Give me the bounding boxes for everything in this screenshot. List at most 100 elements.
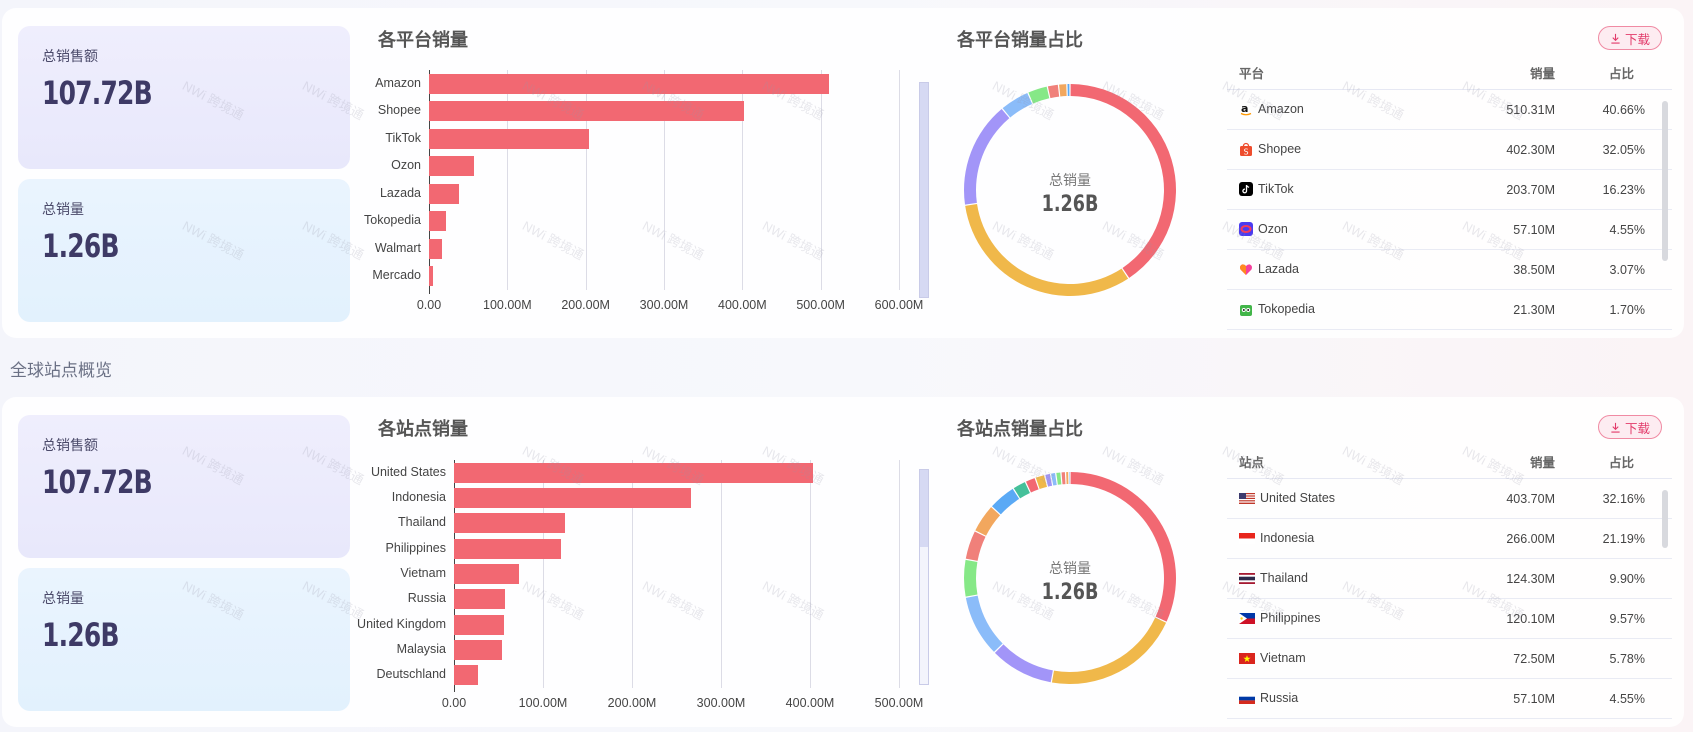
download-button[interactable]: 下载 <box>1598 26 1662 50</box>
platform-chart-zoom-slider[interactable] <box>919 82 929 298</box>
bar[interactable] <box>454 564 519 584</box>
donut-slice[interactable] <box>1045 473 1053 487</box>
donut-slice[interactable] <box>1061 472 1066 485</box>
table-row[interactable]: Thailand 124.30M 9.90% <box>1227 559 1672 599</box>
table-row[interactable]: Indonesia 266.00M 21.19% <box>1227 519 1672 559</box>
donut-slice[interactable] <box>991 488 1020 515</box>
row-name-cell: Philippines <box>1239 611 1320 625</box>
donut-slice[interactable] <box>964 559 978 597</box>
bar-category-label: Walmart <box>374 240 421 255</box>
bar[interactable] <box>454 513 565 534</box>
donut-slice[interactable] <box>1056 472 1062 485</box>
row-name-cell: Tokopedia <box>1239 302 1315 316</box>
y-axis-line <box>429 70 430 294</box>
row-name: United States <box>1260 491 1336 505</box>
donut-slice[interactable] <box>1013 482 1030 499</box>
bar[interactable] <box>454 614 504 635</box>
table-row[interactable]: United States 403.70M 32.16% <box>1227 479 1672 519</box>
col-header-site[interactable]: 站点 <box>1239 456 1265 470</box>
x-tick-label: 600.00M <box>874 298 924 312</box>
donut-slice[interactable] <box>994 644 1053 683</box>
gridline <box>899 70 900 290</box>
site-donut-chart: 总销量 1.26B <box>960 468 1180 688</box>
site-bar-chart: 0.00 100.00M 200.00M 300.00M 400.00M 500.00M U… <box>357 460 923 710</box>
row-name: TikTok <box>1258 182 1294 196</box>
donut-slice[interactable] <box>1035 475 1047 490</box>
donut-slice[interactable] <box>1002 92 1033 118</box>
donut-slice[interactable] <box>1070 472 1176 622</box>
bar[interactable] <box>429 183 460 204</box>
donut-slice[interactable] <box>1051 473 1057 486</box>
row-sales: 203.70M <box>1506 183 1555 197</box>
bar[interactable] <box>454 538 561 559</box>
row-pct: 21.19% <box>1602 532 1645 546</box>
site-overview-card: 总销售额 107.72B 总销量 1.26B 各站点销量 0.00 100.00M… <box>2 397 1684 727</box>
col-header-pct[interactable]: 占比 <box>1608 67 1634 81</box>
table-scrollbar[interactable] <box>1662 490 1668 548</box>
donut-slice[interactable] <box>1047 84 1060 99</box>
table-row[interactable]: Ozon 57.10M 4.55% <box>1227 210 1672 250</box>
site-chart-zoom-slider[interactable] <box>919 469 929 685</box>
gridline <box>632 460 633 688</box>
bar[interactable] <box>454 589 505 610</box>
x-tick-label: 0.00 <box>441 696 467 710</box>
donut-slice[interactable] <box>965 595 1003 652</box>
donut-slice[interactable] <box>965 204 1129 296</box>
donut-slice[interactable] <box>964 108 1010 205</box>
bar[interactable] <box>454 640 503 660</box>
table-body: United States 403.70M 32.16% Indonesia 266.0… <box>1227 479 1672 719</box>
bar[interactable] <box>429 101 745 122</box>
x-tick-label: 400.00M <box>785 696 835 710</box>
table-row[interactable]: Philippines 120.10M 9.57% <box>1227 599 1672 639</box>
table-row[interactable]: Russia 57.10M 4.55% <box>1227 679 1672 719</box>
col-header-platform[interactable]: 平台 <box>1239 67 1265 81</box>
table-row[interactable]: TikTok 203.70M 16.23% <box>1227 170 1672 210</box>
platform-overview-card: 总销售额 107.72B 总销量 1.26B 各平台销量 0.00 100.00M… <box>2 8 1684 338</box>
col-header-sales[interactable]: 销量 <box>1529 456 1555 470</box>
col-header-sales[interactable]: 销量 <box>1529 67 1555 81</box>
table-body: a Amazon 510.31M 40.66% S Shopee 402.30M 32.05%… <box>1227 90 1672 330</box>
bar-category-label: Deutschland <box>376 667 447 682</box>
bar[interactable] <box>429 211 446 232</box>
bar[interactable] <box>454 665 478 686</box>
table-row[interactable]: Tokopedia 21.30M 1.70% <box>1227 290 1672 330</box>
bar[interactable] <box>454 488 691 508</box>
download-label: 下载 <box>1624 421 1650 436</box>
col-header-pct[interactable]: 占比 <box>1608 456 1634 470</box>
bar[interactable] <box>454 462 814 483</box>
philippines-flag-icon <box>1239 612 1255 624</box>
x-tick-label: 0.00 <box>416 298 442 312</box>
table-row[interactable]: a Amazon 510.31M 40.66% <box>1227 90 1672 130</box>
us-flag-icon <box>1239 492 1255 504</box>
bar[interactable] <box>429 156 474 177</box>
table-row[interactable]: Lazada 38.50M 3.07% <box>1227 250 1672 290</box>
row-name: Shopee <box>1258 142 1302 156</box>
donut-slice[interactable] <box>1070 84 1176 278</box>
donut-slice[interactable] <box>965 531 986 561</box>
donut-slice[interactable] <box>1051 617 1167 684</box>
table-scrollbar[interactable] <box>1662 101 1668 261</box>
gridline <box>899 460 900 688</box>
donut-slice[interactable] <box>975 507 1001 536</box>
bar[interactable] <box>429 73 829 94</box>
table-row[interactable]: Vietnam 72.50M 5.78% <box>1227 639 1672 679</box>
donut-slice[interactable] <box>1067 84 1070 97</box>
donut-slice[interactable] <box>1025 478 1039 493</box>
site-bar-chart-title: 各站点销量 <box>378 419 468 439</box>
row-name: Russia <box>1260 691 1299 705</box>
row-name-cell: Thailand <box>1239 571 1308 585</box>
bar[interactable] <box>429 128 589 149</box>
bar[interactable] <box>429 266 433 287</box>
row-name: Tokopedia <box>1258 302 1315 316</box>
shopee-logo-icon: S <box>1239 142 1253 156</box>
donut-slice[interactable] <box>1059 84 1067 97</box>
x-tick-label: 300.00M <box>639 298 689 312</box>
kpi-value: 1.26B <box>42 616 119 654</box>
bar[interactable] <box>429 238 442 259</box>
download-button[interactable]: 下载 <box>1598 415 1662 439</box>
gridline <box>820 70 822 290</box>
donut-slice[interactable] <box>1028 86 1050 104</box>
row-sales: 120.10M <box>1506 612 1555 626</box>
donut-slice[interactable] <box>1066 472 1069 485</box>
table-row[interactable]: S Shopee 402.30M 32.05% <box>1227 130 1672 170</box>
